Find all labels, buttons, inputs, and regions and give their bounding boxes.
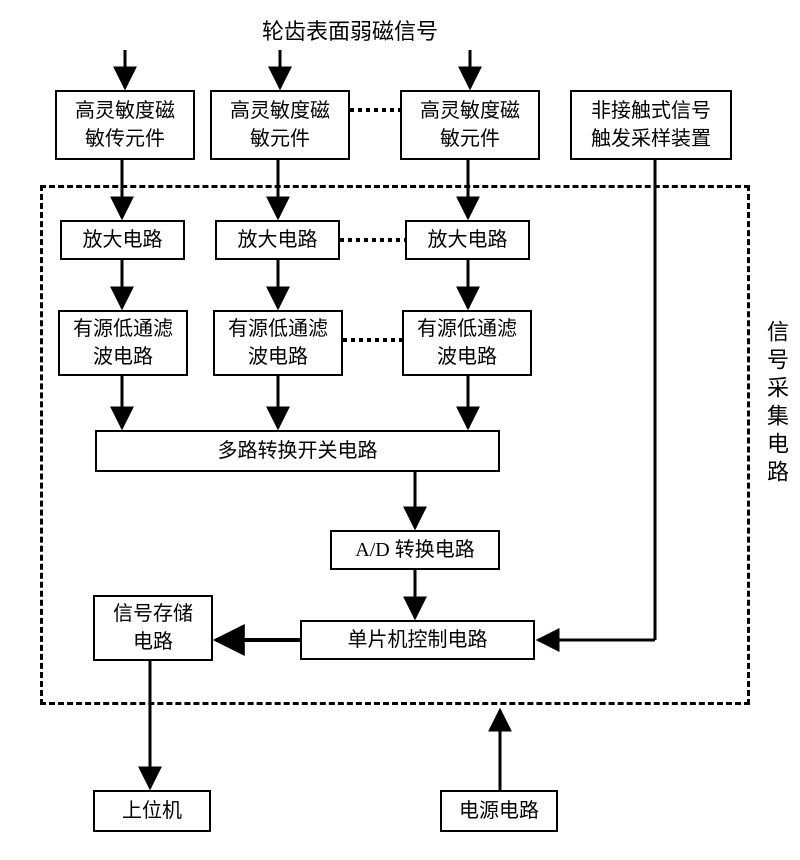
mcu: 单片机控制电路 <box>300 620 535 660</box>
filter-2: 有源低通滤波电路 <box>213 310 343 376</box>
trigger-device: 非接触式信号触发采样装置 <box>570 90 732 160</box>
mux: 多路转换开关电路 <box>95 430 500 472</box>
sensor-3: 高灵敏度磁敏元件 <box>400 90 540 160</box>
adc: A/D 转换电路 <box>330 530 500 570</box>
amp-2: 放大电路 <box>215 220 340 260</box>
host: 上位机 <box>93 790 211 832</box>
sensor-2: 高灵敏度磁敏元件 <box>210 90 350 160</box>
amp-3: 放大电路 <box>405 220 530 260</box>
storage: 信号存储电路 <box>93 595 213 661</box>
power: 电源电路 <box>440 790 558 832</box>
diagram-title: 轮齿表面弱磁信号 <box>200 14 500 46</box>
filter-3: 有源低通滤波电路 <box>402 310 532 376</box>
side-label: 信号采集电路 <box>760 320 792 488</box>
filter-1: 有源低通滤波电路 <box>58 310 188 376</box>
sensor-1: 高灵敏度磁敏传元件 <box>55 90 195 160</box>
amp-1: 放大电路 <box>60 220 185 260</box>
